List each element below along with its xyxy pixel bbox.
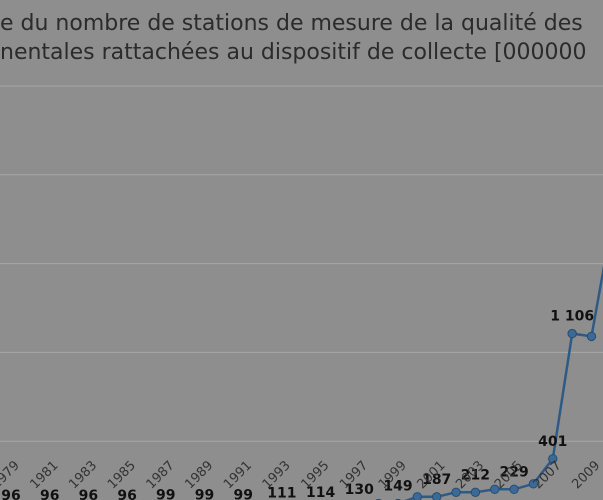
data-label: 401 [538,434,567,450]
data-label: 149 [383,479,412,495]
data-label: 99 [195,487,214,500]
data-label: 187 [422,472,451,488]
data-label: 1 106 [550,309,594,325]
data-label: 96 [79,488,98,500]
x-tick-label: 2009 [569,458,603,492]
data-label: 212 [461,467,490,483]
data-point[interactable] [528,479,539,489]
chart-title-line-2: nentales rattachées au dispositif de col… [0,40,587,65]
data-label: 111 [267,485,296,500]
data-point[interactable] [490,484,500,495]
x-tick-label: 2007 [531,458,565,492]
data-point[interactable] [586,331,597,342]
data-labels: 96 96 96 96 99 99 99 111 114 130 149 187 212 229 401 1 … [1,309,594,500]
data-label: 96 [1,488,20,500]
chart-title-line-1: e du nombre de stations de mesure de la … [0,11,583,36]
data-label: 96 [40,488,59,500]
data-point[interactable] [548,454,558,464]
data-point[interactable] [451,487,461,498]
grid-lines [0,85,603,442]
data-label: 114 [306,485,335,500]
data-point[interactable] [412,492,423,500]
data-label: 96 [117,488,136,500]
data-point[interactable] [432,492,442,500]
data-point[interactable] [509,484,519,495]
series-points[interactable] [7,224,603,500]
data-point[interactable] [470,487,481,498]
data-label: 99 [233,487,252,500]
data-label: 229 [499,464,528,480]
data-label: 130 [345,482,374,498]
data-point[interactable] [567,328,577,339]
data-label: 99 [156,487,175,500]
